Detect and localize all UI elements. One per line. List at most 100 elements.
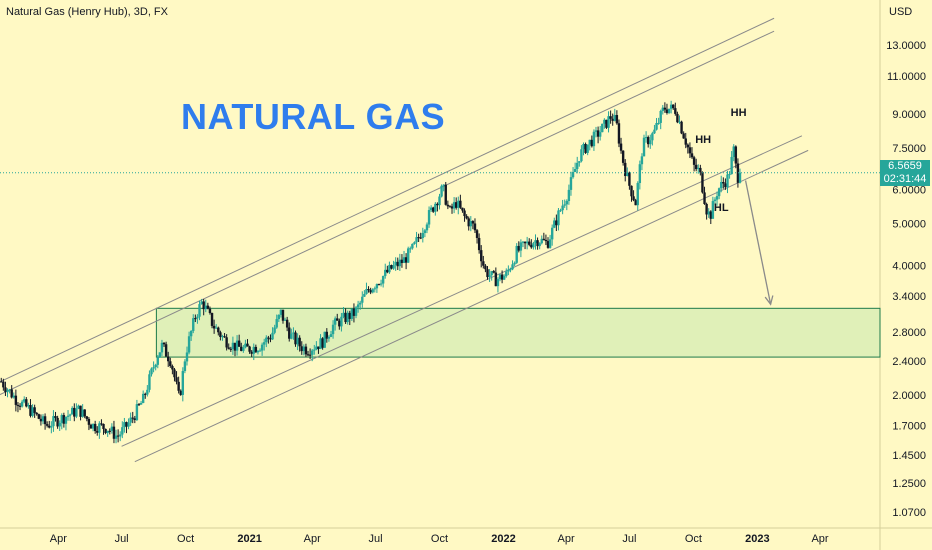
candle[interactable] xyxy=(231,336,235,355)
candle[interactable] xyxy=(578,161,581,167)
candle[interactable] xyxy=(732,144,735,162)
candle[interactable] xyxy=(482,255,485,269)
candle[interactable] xyxy=(523,241,527,250)
candle[interactable] xyxy=(64,416,68,431)
candle[interactable] xyxy=(371,288,374,294)
candle[interactable] xyxy=(104,428,107,435)
candle[interactable] xyxy=(592,129,596,151)
candle[interactable] xyxy=(169,357,172,368)
candle[interactable] xyxy=(167,351,170,367)
candle[interactable] xyxy=(659,109,662,130)
candle[interactable] xyxy=(354,305,358,319)
candle[interactable] xyxy=(106,430,109,437)
candle[interactable] xyxy=(68,413,72,421)
candle[interactable] xyxy=(73,403,76,422)
candle[interactable] xyxy=(31,404,34,418)
candle[interactable] xyxy=(519,239,523,258)
candle[interactable] xyxy=(634,198,637,206)
candle[interactable] xyxy=(281,309,285,324)
candle[interactable] xyxy=(632,190,635,202)
candle[interactable] xyxy=(229,346,233,352)
candle[interactable] xyxy=(356,300,360,313)
candle[interactable] xyxy=(302,344,306,356)
candle[interactable] xyxy=(233,342,237,357)
candle[interactable] xyxy=(321,337,324,350)
candle[interactable] xyxy=(275,314,278,329)
candle[interactable] xyxy=(87,416,91,431)
candle[interactable] xyxy=(421,227,425,243)
candle[interactable] xyxy=(619,137,623,154)
candle[interactable] xyxy=(361,291,364,308)
candle[interactable] xyxy=(525,236,529,250)
candle[interactable] xyxy=(179,389,182,396)
candle[interactable] xyxy=(480,245,483,268)
candle[interactable] xyxy=(429,205,433,212)
candle[interactable] xyxy=(102,423,105,435)
candle[interactable] xyxy=(306,350,310,357)
candle[interactable] xyxy=(317,346,320,354)
candle[interactable] xyxy=(392,260,395,270)
candle[interactable] xyxy=(534,234,537,250)
candle[interactable] xyxy=(37,413,41,420)
candle[interactable] xyxy=(582,142,585,156)
candle[interactable] xyxy=(553,217,556,229)
candle[interactable] xyxy=(217,326,220,336)
candle[interactable] xyxy=(713,197,717,205)
candle[interactable] xyxy=(50,421,53,434)
candle[interactable] xyxy=(663,102,667,113)
candle[interactable] xyxy=(542,232,546,241)
candle[interactable] xyxy=(112,420,116,444)
candle[interactable] xyxy=(285,316,289,332)
candle[interactable] xyxy=(406,246,410,264)
candle[interactable] xyxy=(336,313,339,321)
candle[interactable] xyxy=(672,104,675,110)
candle[interactable] xyxy=(580,145,583,163)
candle[interactable] xyxy=(75,403,78,419)
candle[interactable] xyxy=(173,367,176,382)
candle[interactable] xyxy=(14,389,18,412)
candle[interactable] xyxy=(308,348,312,359)
candle[interactable] xyxy=(89,423,93,429)
candle[interactable] xyxy=(208,306,212,315)
candle[interactable] xyxy=(642,134,646,157)
candle[interactable] xyxy=(148,370,151,393)
candle[interactable] xyxy=(152,361,155,373)
candle[interactable] xyxy=(557,208,560,231)
candle[interactable] xyxy=(48,420,51,429)
candle[interactable] xyxy=(381,275,385,288)
candle[interactable] xyxy=(290,328,293,340)
candle[interactable] xyxy=(384,263,387,279)
candle[interactable] xyxy=(413,241,416,245)
candle[interactable] xyxy=(477,233,481,254)
candle[interactable] xyxy=(404,253,408,270)
candle[interactable] xyxy=(267,335,270,344)
candle[interactable] xyxy=(20,399,24,408)
candle[interactable] xyxy=(546,237,550,249)
candle[interactable] xyxy=(294,330,297,347)
candle[interactable] xyxy=(116,429,120,443)
candle[interactable] xyxy=(206,302,210,310)
candle[interactable] xyxy=(607,111,610,133)
candle[interactable] xyxy=(277,314,281,323)
candle[interactable] xyxy=(296,333,299,351)
candle[interactable] xyxy=(129,412,132,426)
candle[interactable] xyxy=(457,196,460,215)
candle[interactable] xyxy=(250,350,253,358)
candle[interactable] xyxy=(181,367,185,402)
candle[interactable] xyxy=(93,420,97,434)
candle[interactable] xyxy=(390,264,393,270)
candle[interactable] xyxy=(212,319,216,334)
candle[interactable] xyxy=(394,257,397,271)
candle[interactable] xyxy=(183,359,187,374)
candle[interactable] xyxy=(363,290,366,297)
candle[interactable] xyxy=(628,171,631,190)
candle[interactable] xyxy=(323,331,326,348)
candle[interactable] xyxy=(536,237,539,250)
candle[interactable] xyxy=(358,300,362,310)
candle[interactable] xyxy=(500,270,504,284)
candle[interactable] xyxy=(194,314,197,323)
candle[interactable] xyxy=(565,199,568,211)
candle[interactable] xyxy=(567,184,571,205)
candle[interactable] xyxy=(223,333,226,338)
candle[interactable] xyxy=(511,260,514,271)
